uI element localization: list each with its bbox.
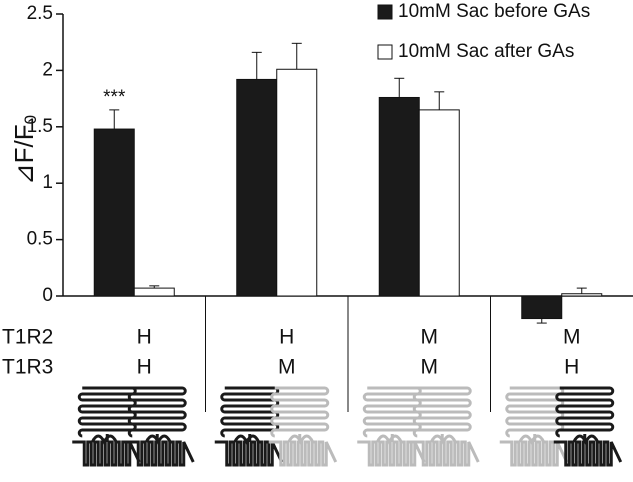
legend-swatch (377, 44, 393, 60)
receptor-domain (412, 386, 472, 438)
receptor-loop (90, 434, 118, 446)
receptor-loop (287, 434, 315, 446)
bar (561, 293, 603, 297)
y-label-sub: 0 (21, 115, 40, 124)
receptor-domain (127, 386, 187, 438)
receptor-domain (220, 386, 280, 438)
error-bar (434, 91, 445, 110)
legend-swatch (377, 4, 393, 20)
y-tick-label: 2 (42, 59, 53, 80)
y-tick-label: 0 (42, 285, 53, 306)
legend-label: 10mM Sac before GAs (398, 1, 590, 22)
error-bar (576, 287, 587, 294)
bar (378, 96, 420, 297)
row-label: T1R2 (2, 326, 53, 349)
error-bar (291, 42, 302, 70)
receptor-domain (270, 386, 330, 438)
table-cell: H (564, 356, 579, 379)
y-tick-label: 1.5 (27, 116, 53, 137)
table-cell: H (137, 326, 152, 349)
row-label: T1R3 (2, 356, 53, 379)
table-cell: M (421, 356, 439, 379)
y-tick-label: 0.5 (27, 229, 53, 250)
receptor-tm (126, 440, 195, 467)
error-bar (149, 285, 160, 289)
bar (93, 128, 135, 297)
receptor-domain (77, 386, 137, 438)
y-label-main: ⊿F/F (9, 124, 39, 185)
bar (276, 68, 318, 297)
receptor-loop (429, 434, 457, 446)
receptor-domain (505, 386, 565, 438)
y-tick-label: 2.5 (27, 3, 53, 24)
bar (236, 78, 278, 297)
legend-label: 10mM Sac after GAs (398, 41, 574, 62)
table-cell: M (563, 326, 581, 349)
receptor-tm (72, 440, 141, 467)
receptor-loop (144, 434, 172, 446)
receptor-tm (357, 440, 426, 467)
bar (418, 109, 460, 297)
table-cell: H (137, 356, 152, 379)
table-cell: M (421, 326, 439, 349)
table-cell: H (279, 326, 294, 349)
error-bar (251, 51, 262, 80)
bar (133, 287, 175, 297)
receptor-loop (518, 434, 546, 446)
receptor-tm (214, 440, 284, 467)
bar (521, 295, 563, 320)
receptor-domain (555, 386, 615, 438)
receptor-loop (375, 434, 403, 446)
error-bar (394, 77, 405, 98)
receptor-loop (572, 434, 600, 446)
y-axis-label: ⊿F/F0 (9, 115, 41, 185)
error-bar (109, 109, 120, 130)
table-cell: M (278, 356, 296, 379)
receptor-tm (553, 440, 623, 467)
y-tick-label: 1 (42, 172, 53, 193)
error-bar (536, 318, 547, 324)
receptor-loop (233, 434, 261, 446)
receptor-tm (411, 440, 480, 467)
receptor-domain (362, 386, 422, 438)
receptor-tm (499, 440, 569, 467)
significance-annotation: *** (103, 87, 126, 108)
receptor-tm (268, 440, 338, 467)
